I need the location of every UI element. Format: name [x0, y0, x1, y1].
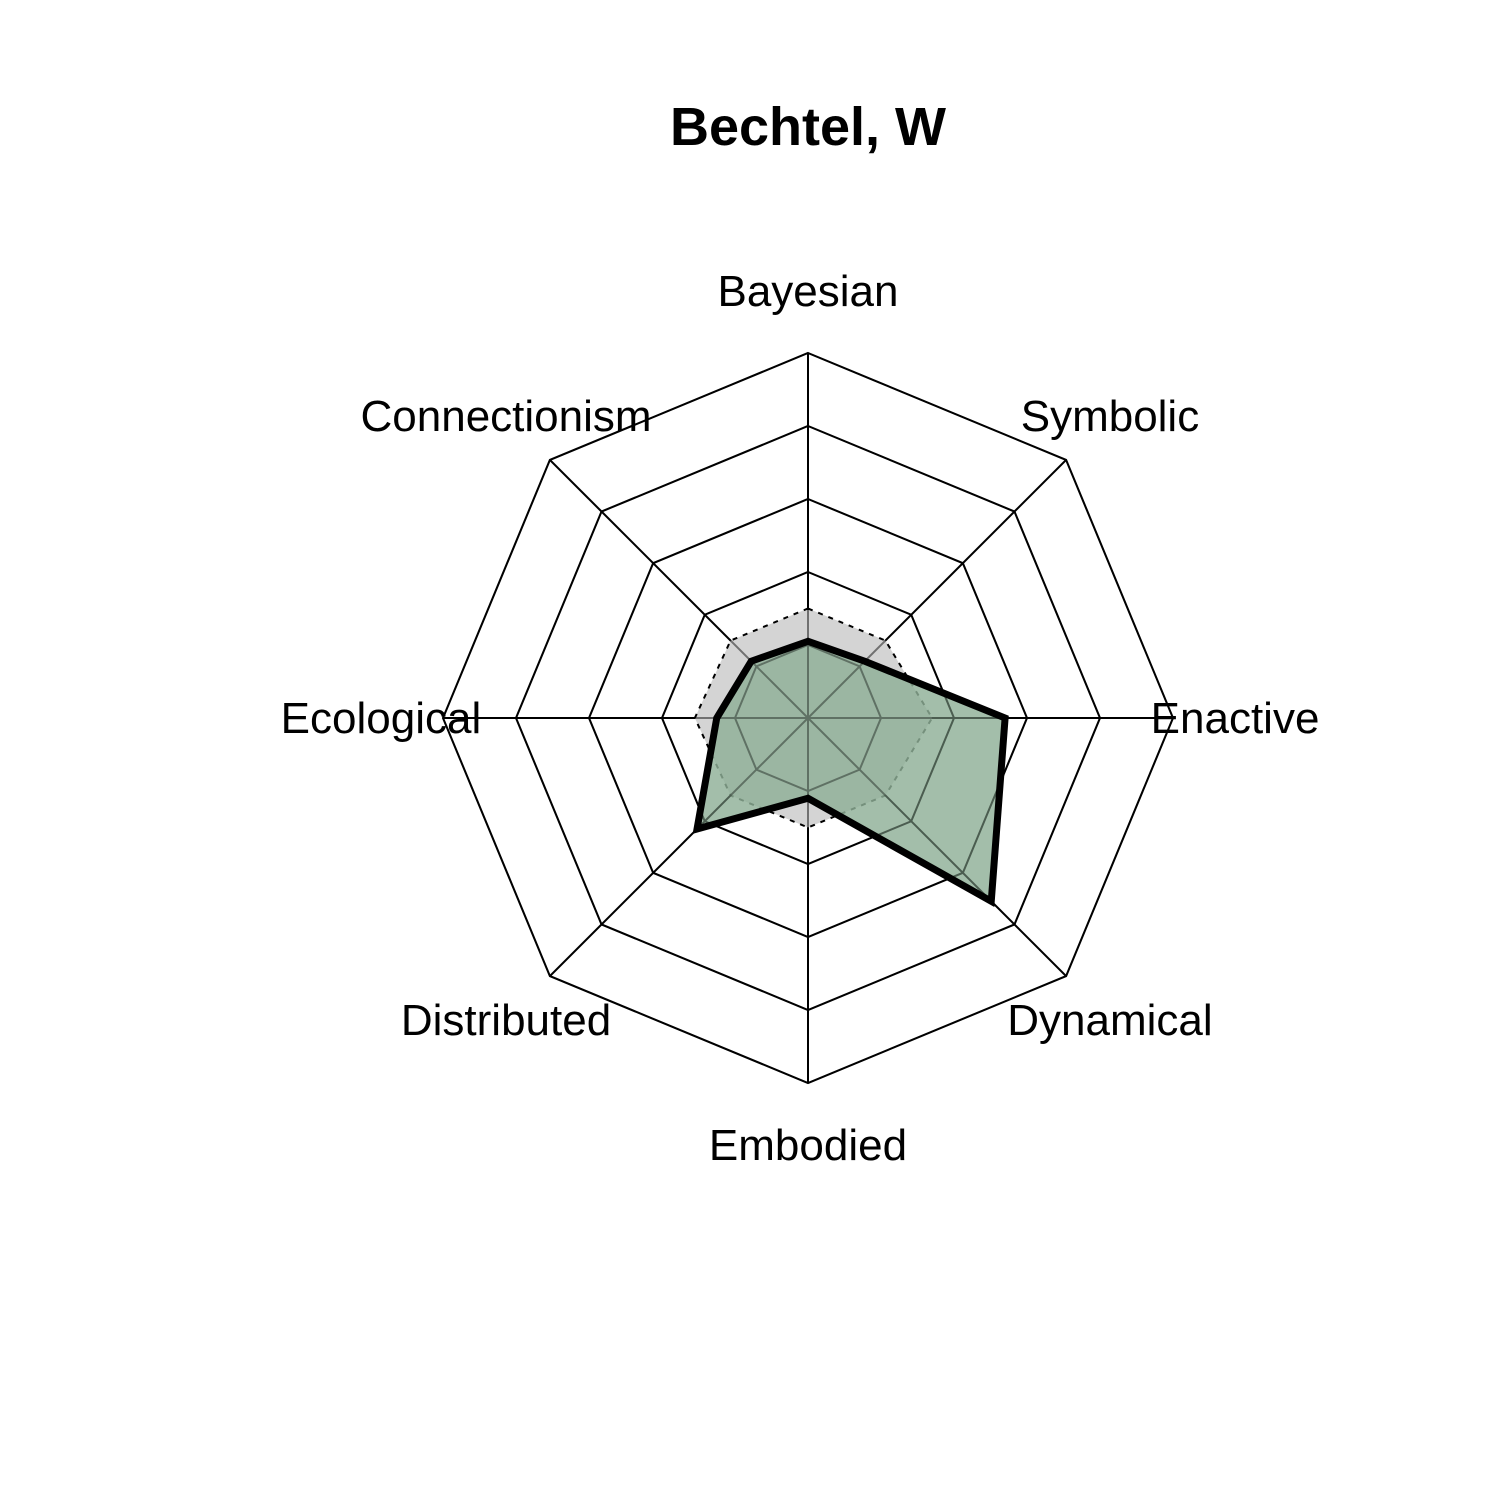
- radar-series-layer: [441, 351, 1175, 1085]
- axis-label-ecological: Ecological: [281, 694, 482, 743]
- grid-overlay-ring-2: [660, 570, 956, 866]
- axis-label-dynamical: Dynamical: [1007, 996, 1212, 1045]
- axis-label-embodied: Embodied: [709, 1121, 907, 1170]
- grid-overlay-ring-4: [514, 424, 1102, 1012]
- axis-label-distributed: Distributed: [401, 996, 611, 1045]
- grid-overlay-ring-1: [733, 643, 883, 793]
- grid-overlay-spoke-connectionism: [549, 459, 809, 719]
- grid-overlay-spoke-symbolic: [807, 459, 1067, 719]
- grid-overlay-ring-3: [587, 497, 1029, 939]
- chart-title: Bechtel, W: [670, 97, 946, 157]
- axis-labels: Bayesian Symbolic Enactive Dynamical Embodie…: [281, 267, 1320, 1170]
- axis-label-bayesian: Bayesian: [717, 267, 898, 316]
- grid-overlay-spoke-distributed: [549, 717, 809, 977]
- grid-overlay: [441, 351, 1175, 1085]
- series-polygon-1: [692, 637, 1009, 907]
- axis-label-connectionism: Connectionism: [361, 392, 652, 441]
- grid-overlay-ring-5: [441, 351, 1175, 1085]
- grid-overlay-spoke-dynamical: [807, 717, 1067, 977]
- axis-label-symbolic: Symbolic: [1021, 392, 1200, 441]
- axis-label-enactive: Enactive: [1151, 694, 1320, 743]
